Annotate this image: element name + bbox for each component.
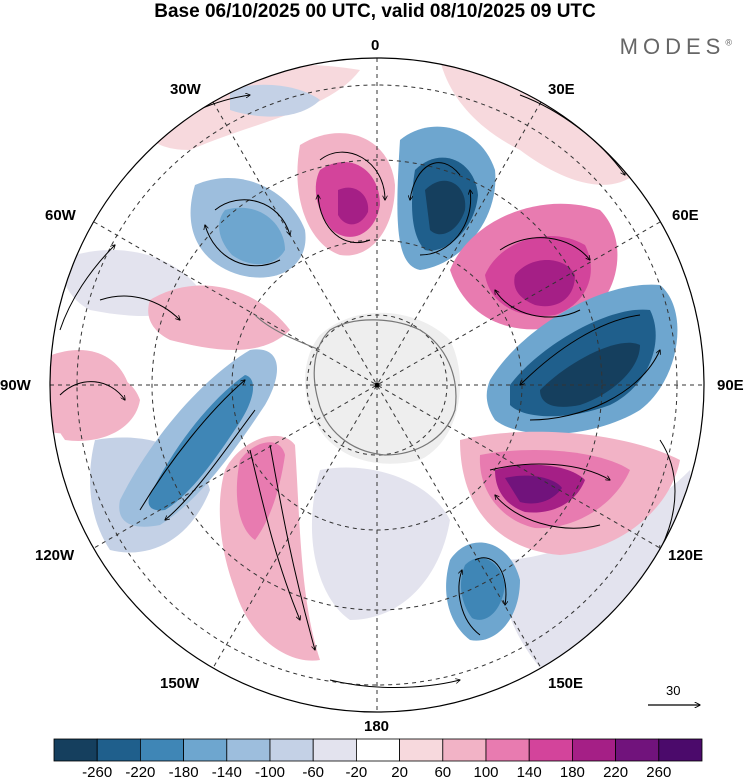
antarctic-peninsula-coastline — [254, 314, 321, 351]
colorbar-swatch — [269, 738, 314, 762]
dark-blue-20e — [425, 180, 466, 235]
pink-patch-w — [148, 285, 290, 350]
lon-label-90w: 90W — [0, 377, 31, 394]
colorbar-tick-label: 60 — [434, 764, 452, 781]
modes-logo: MODES® — [620, 34, 732, 60]
reference-vector-label: 30 — [666, 683, 681, 698]
magenta-110e — [505, 475, 562, 504]
light-lavender-se — [500, 470, 692, 690]
colorbar-swatch — [485, 738, 530, 762]
colorbar-tick-label: 20 — [391, 764, 408, 781]
colorbar-swatch — [615, 738, 660, 762]
lon-label-60w: 60W — [45, 207, 76, 224]
lon-label-150w: 150W — [160, 675, 200, 692]
map-disk — [50, 58, 704, 712]
colorbar-tick-label: 180 — [559, 764, 585, 781]
dark-blue-80e-core — [540, 342, 640, 407]
lavender-patch-n — [230, 84, 320, 117]
colorbar-swatch — [572, 738, 617, 762]
central-land-shading — [305, 312, 460, 464]
lon-label-120e: 120E — [668, 547, 704, 564]
colorbar-tick-label: -60 — [302, 764, 325, 781]
south-pole-marker — [374, 382, 380, 388]
lon-label-150e: 150E — [548, 675, 584, 692]
lon-label-180: 180 — [364, 718, 390, 735]
colorbar-tick-label: -100 — [254, 764, 286, 781]
colorbar-swatch — [399, 738, 444, 762]
magenta-50e — [514, 260, 575, 307]
colorbar-swatch — [53, 738, 98, 762]
colorbar-tick-label: 260 — [646, 764, 672, 781]
antarctica-coastline — [313, 319, 457, 456]
lon-label-0: 0 — [371, 37, 380, 54]
colorbar-swatch — [96, 738, 141, 762]
brand-text: MODES — [619, 34, 726, 59]
colorbar — [53, 738, 703, 762]
colorbar-swatch — [312, 738, 357, 762]
magenta-10w-core — [338, 187, 369, 225]
chart-title: Base 06/10/2025 00 UTC, valid 08/10/2025… — [154, 1, 596, 22]
lon-label-60e: 60E — [672, 207, 699, 224]
light-pink-ne — [440, 60, 640, 185]
pink-130w — [236, 442, 285, 540]
colorbar-tick-label: -220 — [125, 764, 156, 781]
colorbar-tick-label: -260 — [82, 764, 113, 781]
colorbar-swatch — [658, 738, 703, 762]
lon-label-30e: 30E — [548, 81, 575, 98]
colorbar-swatch — [528, 738, 573, 762]
colorbar-tick-label: -140 — [211, 764, 242, 781]
colorbar-swatch — [355, 738, 400, 762]
colorbar-swatch — [442, 738, 487, 762]
pink-90w — [51, 370, 140, 441]
meridian-lines — [50, 58, 704, 712]
colorbar-tick-label: 100 — [473, 764, 499, 781]
colorbar-tick-label: 220 — [603, 764, 629, 781]
colorbar-swatch — [183, 738, 228, 762]
colorbar-swatch — [226, 738, 271, 762]
registered-mark: ® — [725, 37, 732, 48]
colorbar-tick-label: 140 — [516, 764, 542, 781]
lon-label-120w: 120W — [35, 547, 75, 564]
map-boundary — [49, 57, 705, 713]
lon-label-90e: 90E — [717, 377, 744, 394]
light-lavender-s — [311, 467, 450, 620]
blue-30w-core — [219, 207, 285, 265]
blue-140e — [460, 557, 505, 620]
colorbar-tick-label: -20 — [345, 764, 368, 781]
lon-label-30w: 30W — [170, 81, 201, 98]
colorbar-tick-label: -180 — [168, 764, 199, 781]
blue-100w — [148, 375, 254, 511]
colorbar-swatch — [139, 738, 184, 762]
